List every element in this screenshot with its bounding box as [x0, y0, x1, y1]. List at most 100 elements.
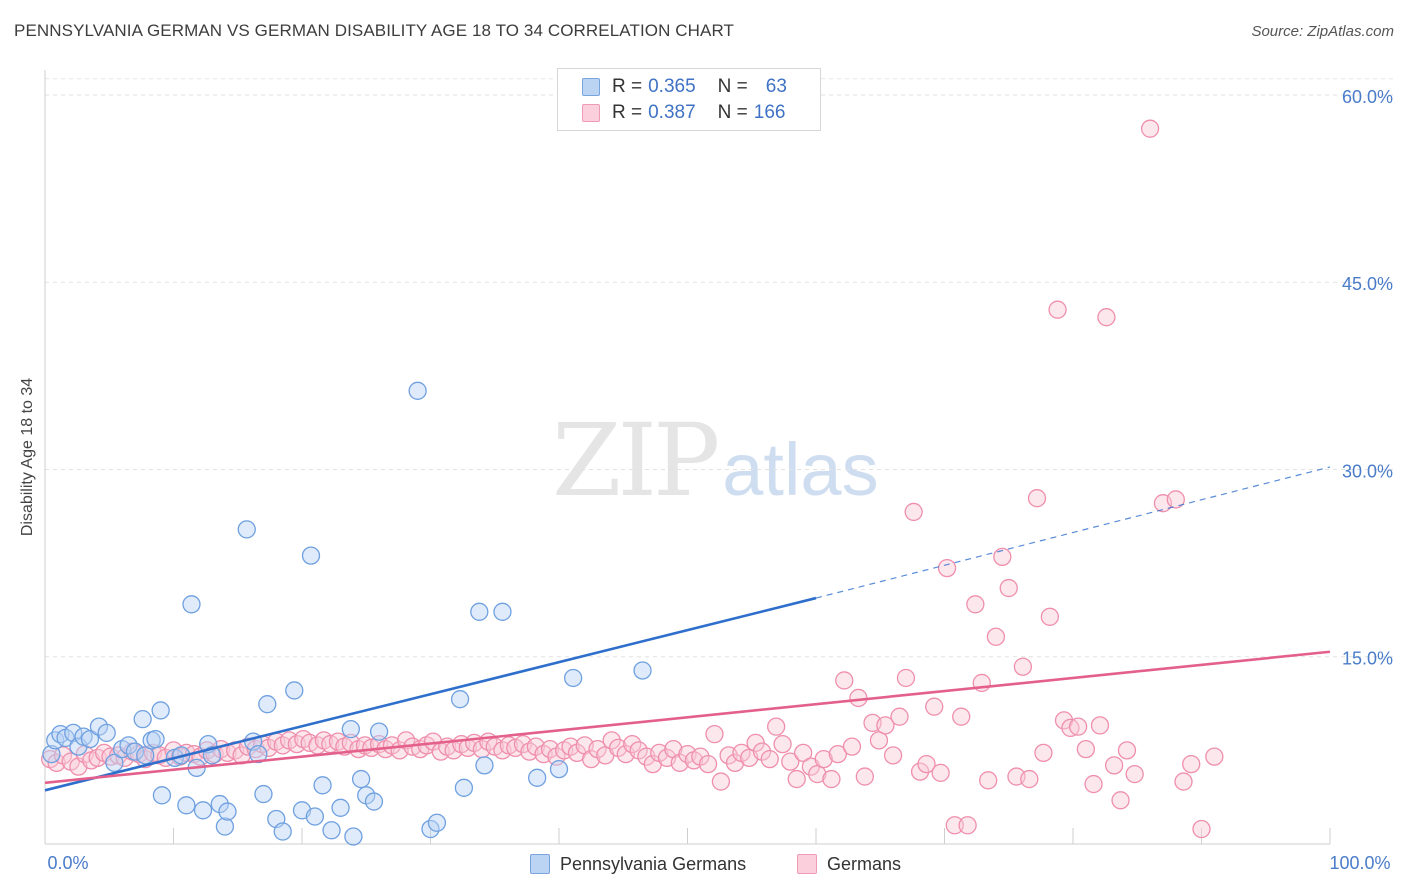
- point-germans: [1192, 819, 1211, 839]
- point-pennsylvania-germans: [341, 719, 360, 739]
- point-germans: [1104, 756, 1124, 775]
- point-pennsylvania-germans: [633, 661, 652, 680]
- point-pennsylvania-germans: [146, 729, 165, 749]
- legend-swatch-blue: [582, 78, 600, 96]
- point-germans: [1090, 716, 1110, 735]
- y-tick-label: 15.0%: [1342, 649, 1393, 669]
- y-tick-label: 30.0%: [1342, 461, 1393, 481]
- trend-line-germans: [44, 650, 1331, 785]
- trend-line-extension: [815, 466, 1331, 599]
- source-credit: Source: ZipAtlas.com: [1251, 23, 1394, 40]
- chart-title: PENNSYLVANIA GERMAN VS GERMAN DISABILITY…: [14, 21, 735, 40]
- point-germans: [1111, 791, 1130, 810]
- point-pennsylvania-germans: [351, 769, 371, 789]
- point-germans: [958, 816, 977, 835]
- point-germans: [1020, 769, 1039, 789]
- point-germans: [781, 752, 800, 771]
- legend-swatch-pink: [582, 104, 600, 122]
- point-germans: [828, 744, 847, 764]
- bottom-legend-swatch-pink: [797, 854, 817, 874]
- legend-r-value: 0.365: [648, 76, 696, 97]
- point-germans: [1117, 741, 1137, 760]
- point-pennsylvania-germans: [258, 695, 277, 714]
- legend-n-label: N =: [717, 76, 748, 97]
- point-pennsylvania-germans: [475, 756, 494, 775]
- point-pennsylvania-germans: [369, 722, 389, 741]
- point-germans: [691, 747, 710, 766]
- point-germans: [979, 771, 998, 790]
- point-germans: [1048, 300, 1067, 319]
- point-germans: [966, 595, 985, 614]
- point-germans: [787, 769, 806, 789]
- point-germans: [931, 763, 950, 782]
- point-pennsylvania-germans: [152, 786, 172, 805]
- legend-n-value: 166: [753, 102, 786, 123]
- tick-labels: 15.0% 30.0% 45.0% 60.0% 0.0% 100.0%: [47, 87, 1393, 873]
- point-germans: [896, 668, 916, 688]
- gridlines: [45, 78, 1395, 658]
- point-germans: [937, 558, 957, 578]
- point-germans: [925, 697, 944, 716]
- legend-r-label: R =: [612, 102, 643, 123]
- legend-r-label: R =: [612, 76, 643, 97]
- point-pennsylvania-germans: [80, 729, 100, 749]
- point-pennsylvania-germans: [237, 520, 256, 539]
- point-pennsylvania-germans: [177, 796, 196, 815]
- point-germans: [1097, 308, 1116, 327]
- point-germans: [725, 753, 745, 773]
- legend-n-value: 63: [765, 76, 787, 97]
- point-pennsylvania-germans: [210, 794, 229, 814]
- point-pennsylvania-germans: [151, 701, 170, 720]
- trend-lines: [44, 466, 1331, 792]
- point-germans: [1166, 490, 1185, 509]
- point-pennsylvania-germans: [273, 822, 292, 841]
- point-germans: [752, 742, 772, 761]
- point-germans: [999, 578, 1018, 598]
- point-germans: [773, 734, 792, 754]
- point-pennsylvania-germans: [454, 778, 474, 797]
- bottom-legend-label: Pennsylvania Germans: [560, 853, 747, 874]
- point-germans: [760, 749, 779, 769]
- point-germans: [986, 627, 1006, 646]
- point-germans: [993, 547, 1012, 567]
- point-pennsylvania-germans: [97, 723, 116, 743]
- point-germans: [1140, 119, 1160, 138]
- legend-row-germans: R = 0.387 N = 166: [582, 102, 785, 124]
- watermark-zip: ZIP: [552, 402, 720, 519]
- y-tick-label: 45.0%: [1342, 274, 1393, 294]
- point-germans: [1182, 754, 1201, 774]
- point-pennsylvania-germans: [42, 744, 61, 764]
- point-germans: [945, 816, 964, 835]
- point-germans: [698, 754, 718, 774]
- point-pennsylvania-germans: [364, 792, 384, 811]
- point-germans: [1027, 489, 1047, 508]
- point-germans: [822, 769, 841, 789]
- point-pennsylvania-germans: [493, 602, 512, 621]
- bottom-legend-pennsylvania-germans: Pennsylvania Germans: [530, 852, 746, 876]
- point-pennsylvania-germans: [202, 746, 222, 765]
- y-tick-label: 60.0%: [1342, 87, 1393, 107]
- point-germans: [842, 737, 862, 756]
- x-tick-label-max: 100.0%: [1329, 853, 1390, 873]
- point-pennsylvania-germans: [331, 798, 350, 817]
- point-pennsylvania-germans: [427, 813, 447, 832]
- point-pennsylvania-germans: [125, 742, 145, 761]
- point-pennsylvania-germans: [133, 710, 152, 729]
- point-pennsylvania-germans: [549, 759, 569, 779]
- trend-line-pennsylvania-germans: [44, 596, 817, 792]
- point-germans: [835, 671, 854, 690]
- point-germans: [910, 762, 930, 781]
- point-germans: [1013, 657, 1033, 676]
- legend-n-label: N =: [717, 102, 748, 123]
- legend-r-value: 0.387: [648, 102, 696, 123]
- data-points: [40, 119, 1224, 846]
- point-germans: [581, 749, 601, 769]
- point-germans: [814, 749, 833, 769]
- point-germans: [1084, 774, 1103, 794]
- point-germans: [890, 707, 909, 726]
- point-germans: [47, 753, 66, 773]
- point-pennsylvania-germans: [193, 801, 213, 820]
- point-pennsylvania-germans: [285, 681, 304, 700]
- point-germans: [1076, 739, 1095, 759]
